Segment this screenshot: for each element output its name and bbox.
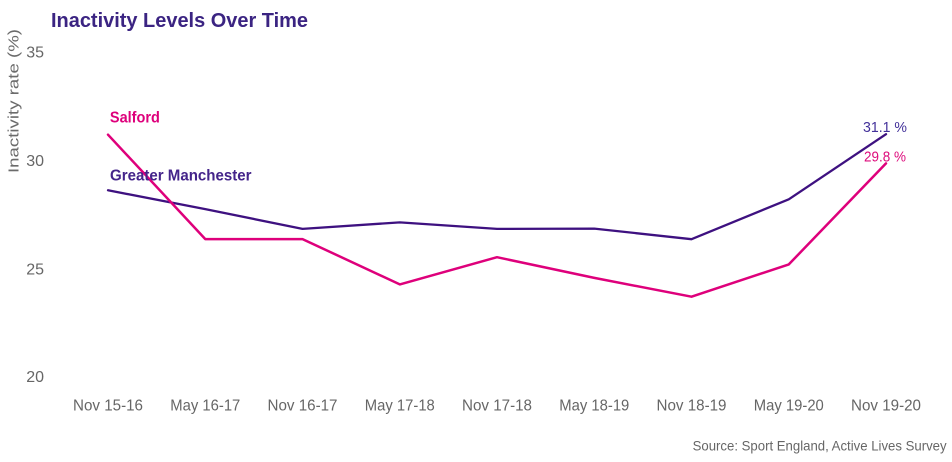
svg-text:20: 20 — [26, 369, 44, 386]
svg-text:Salford: Salford — [110, 110, 160, 127]
svg-text:May 16-17: May 16-17 — [170, 398, 240, 415]
svg-text:29.8 %: 29.8 % — [864, 149, 906, 166]
svg-text:Source: Sport England, Active: Source: Sport England, Active Lives Surv… — [693, 438, 947, 454]
svg-text:Nov 17-18: Nov 17-18 — [462, 398, 532, 415]
svg-text:May 18-19: May 18-19 — [559, 398, 629, 415]
svg-text:30: 30 — [26, 153, 44, 170]
svg-text:Nov 18-19: Nov 18-19 — [657, 398, 727, 415]
svg-text:25: 25 — [26, 262, 44, 279]
svg-text:May 19-20: May 19-20 — [754, 398, 824, 415]
svg-text:Nov 15-16: Nov 15-16 — [73, 398, 143, 415]
svg-text:May 17-18: May 17-18 — [365, 398, 435, 415]
svg-text:Inactivity rate (%): Inactivity rate (%) — [6, 29, 23, 173]
svg-text:Greater Manchester: Greater Manchester — [110, 168, 252, 185]
svg-text:31.1 %: 31.1 % — [863, 119, 907, 136]
svg-text:Nov 19-20: Nov 19-20 — [851, 398, 921, 415]
svg-text:Inactivity Levels Over Time: Inactivity Levels Over Time — [51, 10, 308, 32]
svg-text:Nov 16-17: Nov 16-17 — [268, 398, 338, 415]
svg-text:35: 35 — [26, 44, 44, 61]
